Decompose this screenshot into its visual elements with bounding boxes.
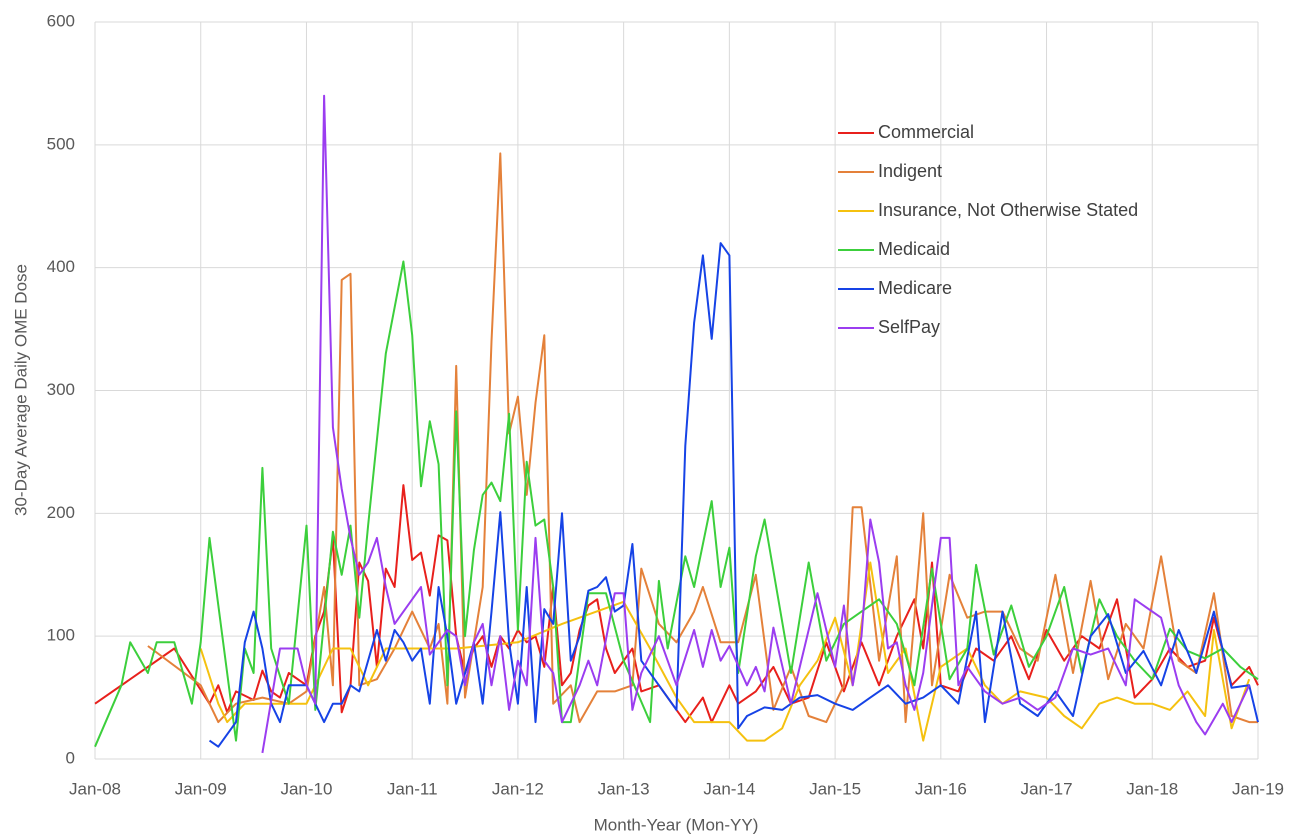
y-tick-label: 300: [47, 380, 75, 399]
series-line: [208, 242, 1259, 748]
x-tick-label: Jan-10: [280, 779, 332, 798]
x-tick-label: Jan-12: [492, 779, 544, 798]
legend-label: Medicaid: [878, 239, 950, 259]
x-tick-label: Jan-08: [69, 779, 121, 798]
series-line: [199, 561, 1251, 742]
legend-label: Insurance, Not Otherwise Stated: [878, 200, 1138, 220]
x-tick-label: Jan-18: [1126, 779, 1178, 798]
y-tick-label: 600: [47, 11, 75, 30]
x-tick-label: Jan-14: [703, 779, 755, 798]
legend-label: Indigent: [878, 161, 942, 181]
series-line: [261, 94, 1251, 754]
x-tick-label: Jan-17: [1021, 779, 1073, 798]
series-line: [147, 152, 1258, 724]
series-line: [94, 260, 1259, 748]
y-axis-title: 30-Day Average Daily OME Dose: [11, 264, 30, 516]
y-tick-label: 100: [47, 626, 75, 645]
y-tick-label: 0: [66, 748, 75, 767]
legend-label: Medicare: [878, 278, 952, 298]
legend-label: SelfPay: [878, 317, 940, 337]
x-tick-label: Jan-11: [387, 779, 438, 798]
x-tick-label: Jan-16: [915, 779, 967, 798]
x-tick-label: Jan-19: [1232, 779, 1284, 798]
x-tick-label: Jan-15: [809, 779, 861, 798]
y-tick-label: 200: [47, 503, 75, 522]
x-tick-label: Jan-13: [598, 779, 650, 798]
y-tick-label: 500: [47, 134, 75, 153]
legend-label: Commercial: [878, 122, 974, 142]
x-tick-label: Jan-09: [175, 779, 227, 798]
x-axis-title: Month-Year (Mon-YY): [594, 815, 759, 834]
series-line: [94, 484, 1259, 724]
y-tick-label: 400: [47, 257, 75, 276]
